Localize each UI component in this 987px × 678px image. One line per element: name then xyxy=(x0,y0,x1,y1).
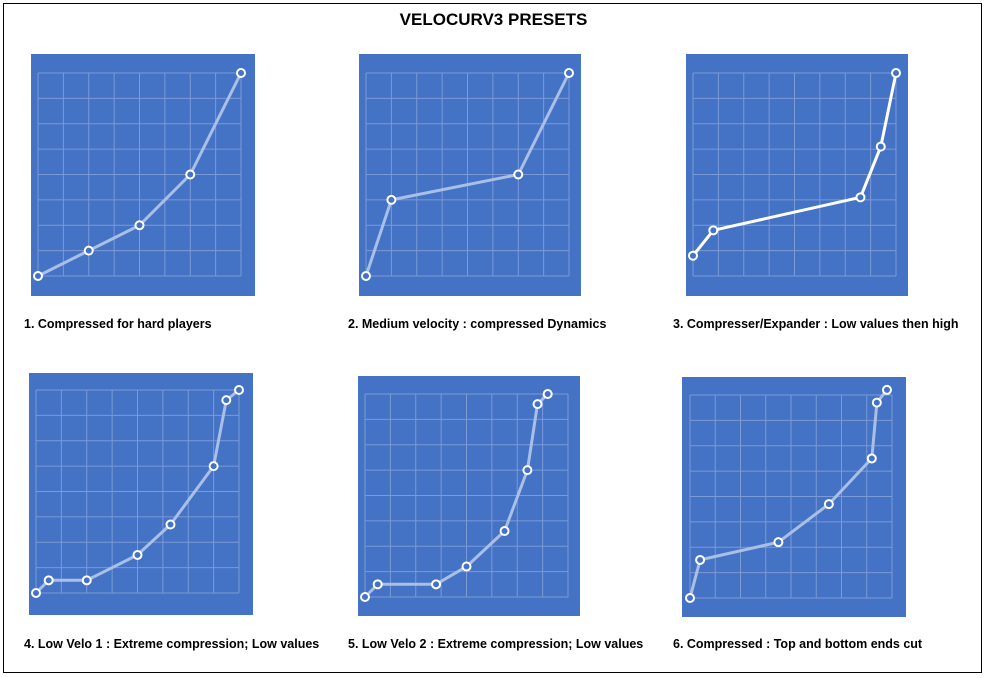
page-title: VELOCURV3 PRESETS xyxy=(399,10,588,29)
series-line xyxy=(34,388,240,595)
series-line xyxy=(363,392,549,599)
data-point xyxy=(823,499,834,510)
data-point xyxy=(185,169,196,180)
chart-caption-2: 2. Medium velocity : compressed Dynamics xyxy=(348,317,607,331)
data-point xyxy=(695,554,706,565)
chart-caption-3: 3. Compresser/Expander : Low values then… xyxy=(673,317,959,331)
chart-3 xyxy=(686,54,908,296)
chart-caption-4: 4. Low Velo 1 : Extreme compression; Low… xyxy=(24,637,320,651)
data-point xyxy=(871,397,882,408)
data-point xyxy=(773,537,784,548)
data-point xyxy=(132,549,143,560)
data-point xyxy=(875,141,886,152)
data-point xyxy=(43,575,54,586)
chart-caption-5: 5. Low Velo 2 : Extreme compression; Low… xyxy=(348,637,644,651)
data-point xyxy=(866,453,877,464)
data-point xyxy=(522,465,533,476)
chart-panel xyxy=(29,373,253,615)
chart-1 xyxy=(31,54,255,296)
data-point xyxy=(708,225,719,236)
data-point xyxy=(236,68,246,78)
data-point xyxy=(688,250,698,261)
data-point xyxy=(499,526,510,537)
data-point xyxy=(360,592,370,602)
data-point xyxy=(461,561,472,572)
data-point xyxy=(564,68,574,78)
data-point xyxy=(83,245,94,256)
chart-caption-1: 1. Compressed for hard players xyxy=(24,317,212,331)
data-point xyxy=(855,192,866,203)
data-point xyxy=(386,194,397,205)
data-point xyxy=(234,385,244,395)
chart-caption-6: 6. Compressed : Top and bottom ends cut xyxy=(673,637,923,651)
data-point xyxy=(532,399,543,410)
data-point xyxy=(31,588,41,598)
data-point xyxy=(134,220,145,231)
data-point xyxy=(542,389,553,399)
data-point xyxy=(685,593,695,603)
chart-4 xyxy=(29,373,253,615)
data-point xyxy=(513,169,524,180)
data-point xyxy=(372,579,383,590)
series-line xyxy=(364,72,571,277)
data-point xyxy=(431,579,442,590)
data-point xyxy=(208,461,219,472)
data-point xyxy=(891,68,901,78)
chart-6 xyxy=(682,377,906,617)
data-point xyxy=(81,575,92,586)
data-point xyxy=(361,271,371,281)
data-point xyxy=(881,384,892,395)
chart-2 xyxy=(359,54,581,296)
data-point xyxy=(221,395,232,406)
data-point xyxy=(165,519,176,530)
data-point xyxy=(33,271,43,281)
chart-5 xyxy=(358,376,580,616)
